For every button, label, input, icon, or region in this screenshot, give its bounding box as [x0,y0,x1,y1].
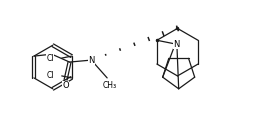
Text: Cl: Cl [46,71,54,80]
Text: N: N [88,56,94,65]
Text: Cl: Cl [46,54,54,63]
Text: O: O [62,81,69,90]
Text: N: N [173,40,180,49]
Text: CH₃: CH₃ [103,81,117,90]
